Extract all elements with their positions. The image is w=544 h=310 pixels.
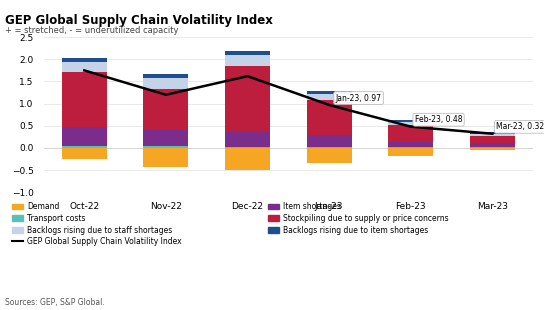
Bar (225, 148, 270, 170)
Bar (225, 132, 270, 147)
Text: GEP Global Supply Chain Volatility Index: GEP Global Supply Chain Volatility Index (5, 14, 273, 27)
Bar (388, 142, 433, 147)
Bar (225, 147, 270, 148)
Bar (225, 55, 270, 66)
Bar (144, 146, 188, 148)
Bar (307, 148, 351, 162)
Bar (388, 125, 433, 142)
Bar (225, 66, 270, 132)
Bar (307, 135, 351, 147)
Bar (388, 120, 433, 122)
Bar (62, 72, 107, 127)
Bar (144, 148, 188, 167)
Bar (144, 89, 188, 130)
Bar (307, 100, 351, 135)
Bar (144, 130, 188, 146)
Bar (144, 74, 188, 78)
Bar (62, 146, 107, 148)
Text: Feb-23, 0.48: Feb-23, 0.48 (415, 115, 462, 124)
Bar (388, 122, 433, 125)
Text: + = stretched, - = underutilized capacity: + = stretched, - = underutilized capacit… (5, 26, 179, 35)
Bar (307, 147, 351, 148)
Bar (307, 91, 351, 94)
Text: Sources: GEP, S&P Global.: Sources: GEP, S&P Global. (5, 298, 105, 307)
Bar (62, 62, 107, 72)
Bar (470, 136, 515, 143)
Legend: Item shortages, Stockpiling due to supply or price concerns, Backlogs rising due: Item shortages, Stockpiling due to suppl… (265, 199, 451, 237)
Bar (470, 147, 515, 148)
Bar (470, 148, 515, 150)
Bar (62, 148, 107, 159)
Text: Mar-23, 0.32: Mar-23, 0.32 (496, 122, 544, 131)
Bar (470, 143, 515, 147)
Bar (144, 78, 188, 89)
Legend: Demand, Transport costs, Backlogs rising due to staff shortages, GEP Global Supp: Demand, Transport costs, Backlogs rising… (9, 199, 184, 249)
Bar (307, 94, 351, 100)
Text: Jan-23, 0.97: Jan-23, 0.97 (336, 94, 382, 103)
Bar (388, 147, 433, 148)
Bar (62, 59, 107, 62)
Bar (470, 132, 515, 134)
Bar (388, 148, 433, 156)
Bar (470, 134, 515, 136)
Bar (225, 51, 270, 55)
Bar (62, 127, 107, 146)
